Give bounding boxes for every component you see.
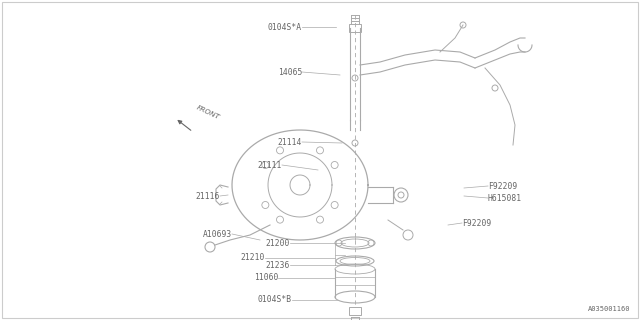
Text: 0104S*A: 0104S*A bbox=[268, 22, 302, 31]
Text: 21114: 21114 bbox=[278, 138, 302, 147]
Text: F92209: F92209 bbox=[488, 181, 517, 190]
Text: 14065: 14065 bbox=[278, 68, 302, 76]
Text: 21210: 21210 bbox=[241, 253, 265, 262]
Text: 21200: 21200 bbox=[266, 238, 290, 247]
Text: A10693: A10693 bbox=[203, 229, 232, 238]
Text: 0104S*B: 0104S*B bbox=[258, 295, 292, 305]
Bar bbox=[349, 24, 361, 32]
Text: 21116: 21116 bbox=[196, 191, 220, 201]
Text: 11060: 11060 bbox=[253, 274, 278, 283]
Text: FRONT: FRONT bbox=[195, 105, 220, 121]
Text: A035001160: A035001160 bbox=[588, 306, 630, 312]
Text: H615081: H615081 bbox=[488, 194, 522, 203]
Text: 21111: 21111 bbox=[258, 161, 282, 170]
Text: 21236: 21236 bbox=[266, 260, 290, 269]
Text: F92209: F92209 bbox=[462, 219, 492, 228]
Bar bbox=[349, 307, 361, 315]
